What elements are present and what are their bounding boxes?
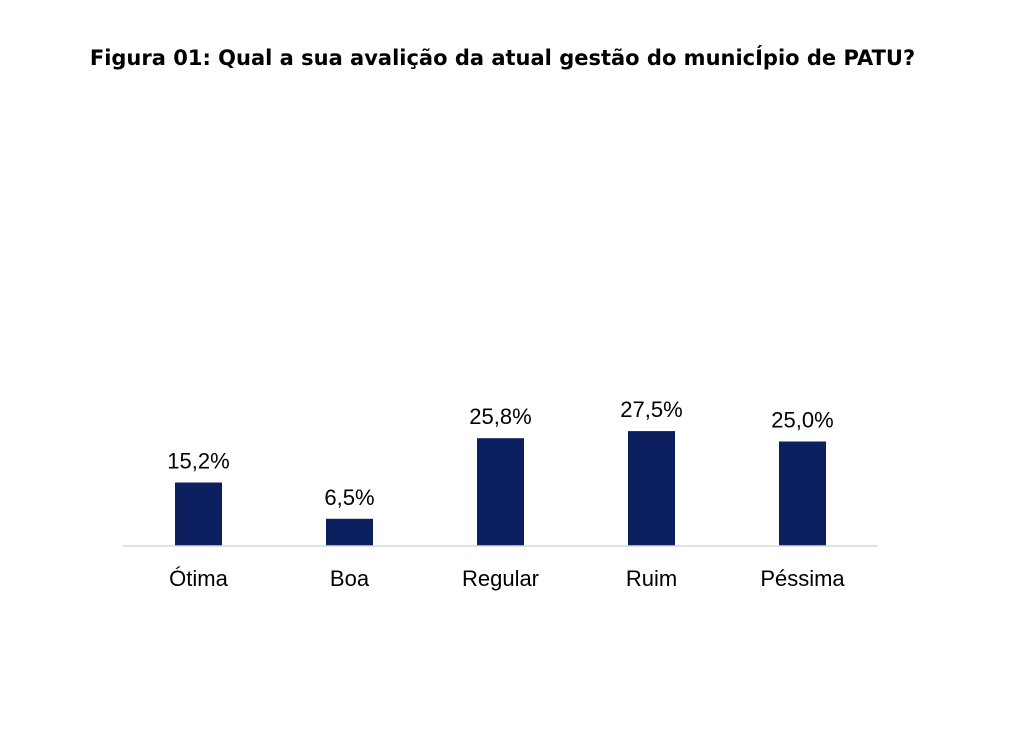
data-label-2: 25,8%	[469, 404, 531, 429]
bar-4	[779, 441, 826, 546]
data-label-3: 27,5%	[620, 397, 682, 422]
chart-title: Figura 01: Qual a sua avalição da atual …	[89, 46, 916, 70]
x-tick-label-3: Ruim	[626, 566, 677, 591]
data-label-1: 6,5%	[324, 485, 374, 510]
data-label-0: 15,2%	[167, 449, 229, 474]
bar-1	[326, 518, 373, 546]
bar-group	[175, 431, 826, 546]
data-label-4: 25,0%	[771, 408, 833, 433]
bar-3	[628, 431, 675, 546]
bar-2	[477, 438, 524, 546]
x-tick-label-0: Ótima	[169, 566, 228, 591]
x-tick-label-4: Péssima	[760, 566, 845, 591]
bar-0	[175, 482, 222, 546]
x-tick-label-2: Regular	[462, 566, 539, 591]
label-group: 15,2% Ótima 6,5% Boa 25,8% Regular 27,5% Ruim 25…	[167, 397, 845, 591]
x-tick-label-1: Boa	[330, 566, 370, 591]
